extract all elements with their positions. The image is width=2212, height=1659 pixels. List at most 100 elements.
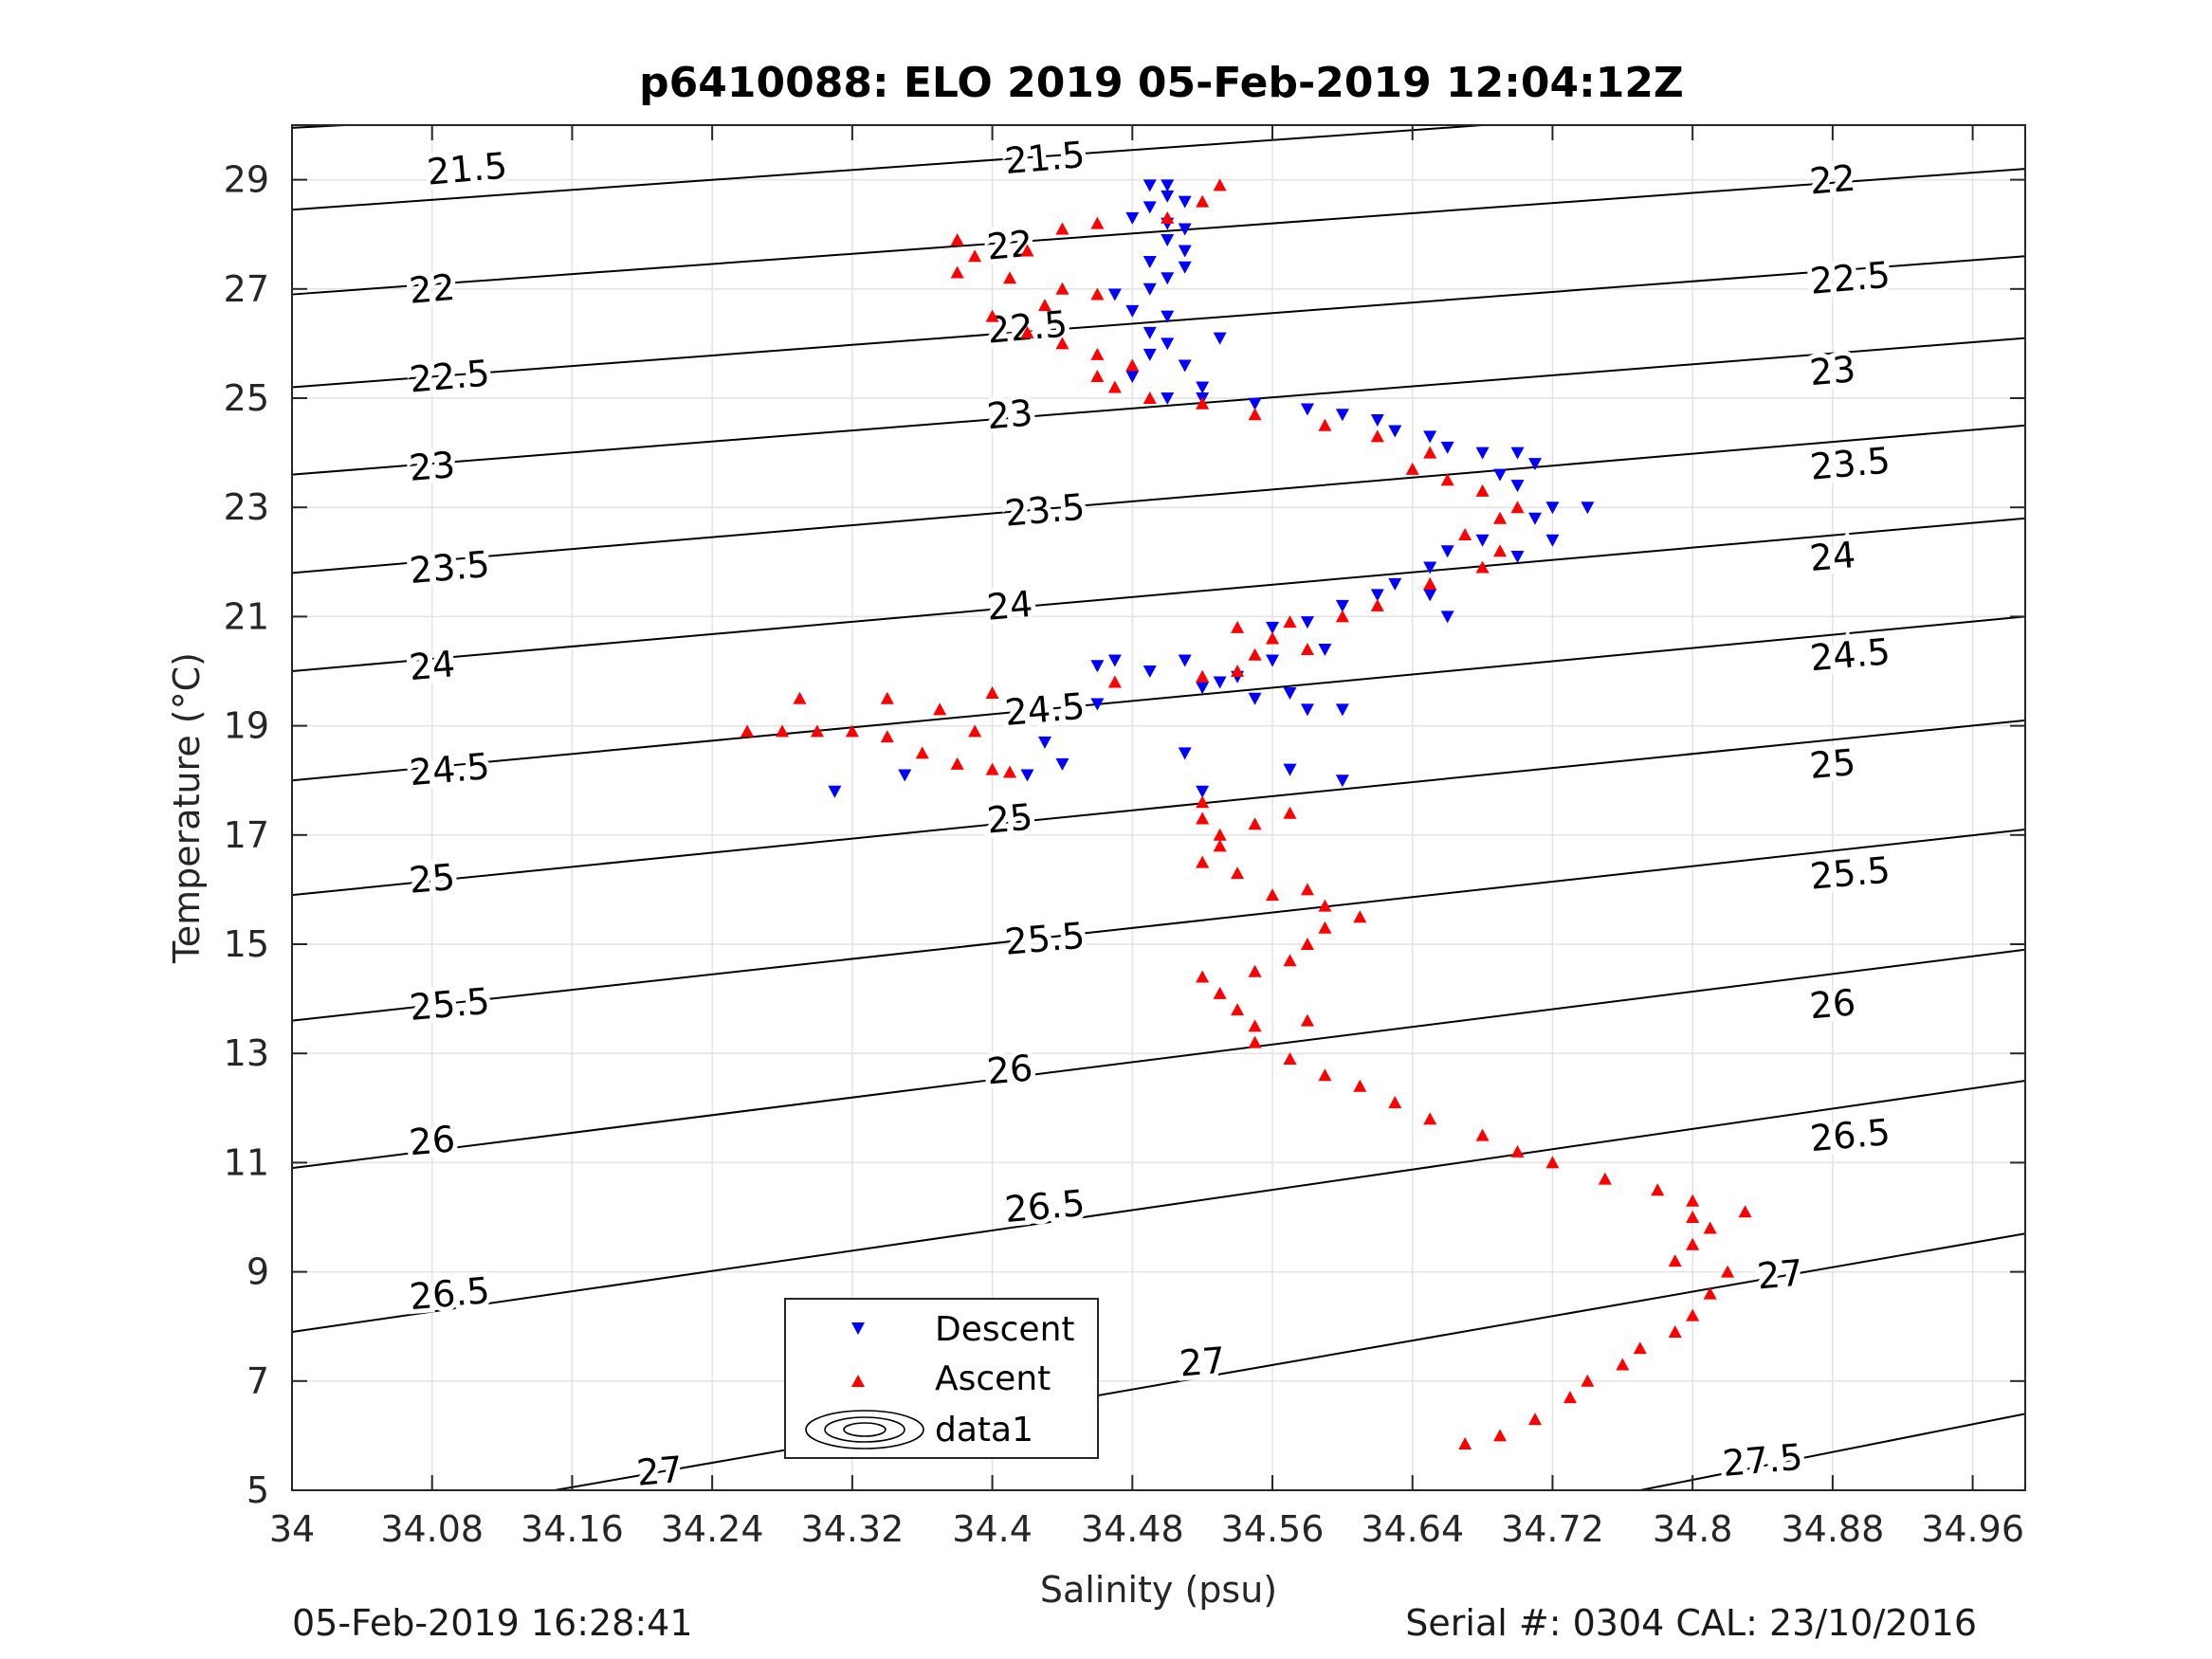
ascent-marker bbox=[933, 702, 947, 716]
contour-line-22 bbox=[291, 168, 2026, 296]
ascent-marker bbox=[985, 762, 999, 775]
ascent-marker bbox=[1493, 544, 1508, 557]
descent-marker bbox=[1440, 441, 1454, 454]
ascent-marker bbox=[1090, 347, 1105, 360]
contour-label: 26 bbox=[985, 1047, 1034, 1092]
descent-marker bbox=[1581, 501, 1595, 515]
ascent-marker bbox=[1423, 1112, 1437, 1125]
descent-marker bbox=[1020, 769, 1034, 782]
descent-marker bbox=[1266, 621, 1280, 634]
ascent-marker bbox=[1318, 1068, 1332, 1082]
x-tick-label: 34.96 bbox=[1921, 1508, 2024, 1550]
x-tick-label: 34.88 bbox=[1781, 1508, 1884, 1550]
ascent-marker bbox=[1266, 888, 1280, 902]
ascent-marker bbox=[968, 724, 982, 738]
descent-marker bbox=[1423, 589, 1437, 602]
descent-marker bbox=[1161, 392, 1175, 405]
legend: Descent Ascent data1 bbox=[784, 1298, 1099, 1459]
plot-frame bbox=[291, 124, 2026, 1491]
ascent-marker bbox=[915, 746, 929, 759]
descent-marker bbox=[1300, 403, 1314, 416]
ascent-marker bbox=[1248, 964, 1262, 977]
descent-marker bbox=[1143, 256, 1157, 268]
ascent-marker bbox=[1090, 369, 1105, 382]
ascent-marker bbox=[1423, 446, 1437, 459]
descent-marker bbox=[1440, 545, 1454, 558]
descent-marker bbox=[1143, 179, 1157, 192]
descent-marker bbox=[1510, 480, 1525, 493]
ascent-marker bbox=[1475, 560, 1490, 574]
descent-marker bbox=[1213, 676, 1227, 689]
descent-marker bbox=[1161, 190, 1175, 203]
x-axis-label: Salinity (psu) bbox=[1040, 1569, 1277, 1611]
ascent-marker bbox=[1196, 396, 1210, 410]
ascent-marker bbox=[1196, 669, 1210, 683]
ascent-marker bbox=[985, 309, 999, 322]
descent-marker bbox=[1510, 551, 1525, 564]
ascent-marker bbox=[950, 232, 964, 246]
chart-title: p6410088: ELO 2019 05-Feb-2019 12:04:12Z bbox=[639, 59, 1684, 107]
ascent-marker bbox=[1335, 610, 1349, 623]
descent-marker bbox=[1283, 763, 1297, 776]
descent-marker bbox=[1248, 397, 1262, 410]
ascent-marker bbox=[1440, 473, 1454, 486]
contour-label: 23.5 bbox=[1808, 440, 1892, 488]
contour-line-25.5 bbox=[291, 829, 2026, 1022]
ascent-marker bbox=[1161, 210, 1175, 224]
descent-marker bbox=[1196, 785, 1210, 798]
ascent-series bbox=[740, 178, 1752, 1450]
ascent-marker bbox=[1003, 271, 1017, 284]
ascent-marker bbox=[1125, 358, 1140, 372]
contour-label: 23.5 bbox=[408, 543, 491, 592]
contour-label: 22.5 bbox=[408, 352, 491, 400]
descent-marker bbox=[1248, 692, 1262, 705]
descent-marker bbox=[1283, 687, 1297, 701]
descent-marker bbox=[1090, 660, 1105, 673]
x-tick-label: 34.16 bbox=[521, 1508, 624, 1550]
contour-label: 21.5 bbox=[1003, 134, 1087, 182]
ascent-marker bbox=[1458, 528, 1472, 540]
ascent-marker bbox=[1318, 921, 1332, 934]
contour-label: 22.5 bbox=[1808, 254, 1892, 302]
ascent-marker bbox=[1283, 954, 1297, 967]
y-axis: 5 7 9 11 13 15 17 19 21 23 25 27 29 bbox=[224, 159, 2025, 1511]
ascent-marker bbox=[1055, 282, 1069, 295]
descent-marker bbox=[1423, 430, 1437, 444]
descent-marker bbox=[1335, 599, 1349, 612]
contour-label: 25 bbox=[985, 795, 1034, 841]
contour-line-27.5 bbox=[1639, 1413, 2026, 1491]
ascent-marker bbox=[1231, 866, 1245, 880]
ascent-marker bbox=[1668, 1324, 1682, 1338]
x-tick-label: 34.32 bbox=[800, 1508, 904, 1550]
contour-label: 24.5 bbox=[1003, 685, 1087, 734]
contour-label: 26.5 bbox=[1808, 1111, 1892, 1159]
legend-ascent-label: Ascent bbox=[935, 1359, 1051, 1398]
x-tick-label: 34.08 bbox=[380, 1508, 484, 1550]
y-tick-label: 23 bbox=[224, 486, 269, 528]
y-tick-label: 19 bbox=[224, 705, 269, 747]
ascent-marker bbox=[1563, 1391, 1577, 1404]
x-axis: 34 34.08 34.16 34.24 34.32 34.4 34.48 34.56 34.6… bbox=[269, 125, 2024, 1550]
ascent-marker bbox=[1248, 1019, 1262, 1032]
descent-marker bbox=[1143, 283, 1157, 296]
legend-descent-marker bbox=[851, 1322, 865, 1335]
ascent-marker bbox=[1107, 380, 1122, 393]
ascent-marker bbox=[1527, 1413, 1542, 1426]
contour-line-22.5 bbox=[291, 255, 2026, 389]
ascent-marker bbox=[1283, 806, 1297, 819]
descent-marker bbox=[1475, 534, 1490, 547]
ascent-marker bbox=[1651, 1183, 1665, 1196]
contour-label: 23.5 bbox=[1003, 485, 1087, 534]
ascent-marker bbox=[1248, 647, 1262, 661]
descent-marker bbox=[1370, 414, 1384, 428]
ascent-marker bbox=[1213, 178, 1227, 191]
descent-marker bbox=[1178, 654, 1192, 667]
ascent-marker bbox=[1703, 1221, 1717, 1234]
ascent-marker bbox=[1090, 216, 1105, 229]
y-tick-label: 11 bbox=[224, 1141, 269, 1183]
contour-label: 25 bbox=[1808, 741, 1857, 787]
ascent-marker bbox=[1388, 1096, 1402, 1109]
ascent-marker bbox=[1686, 1308, 1700, 1322]
contour-line-26 bbox=[291, 948, 2026, 1170]
contour-label: 24.5 bbox=[1808, 630, 1892, 679]
